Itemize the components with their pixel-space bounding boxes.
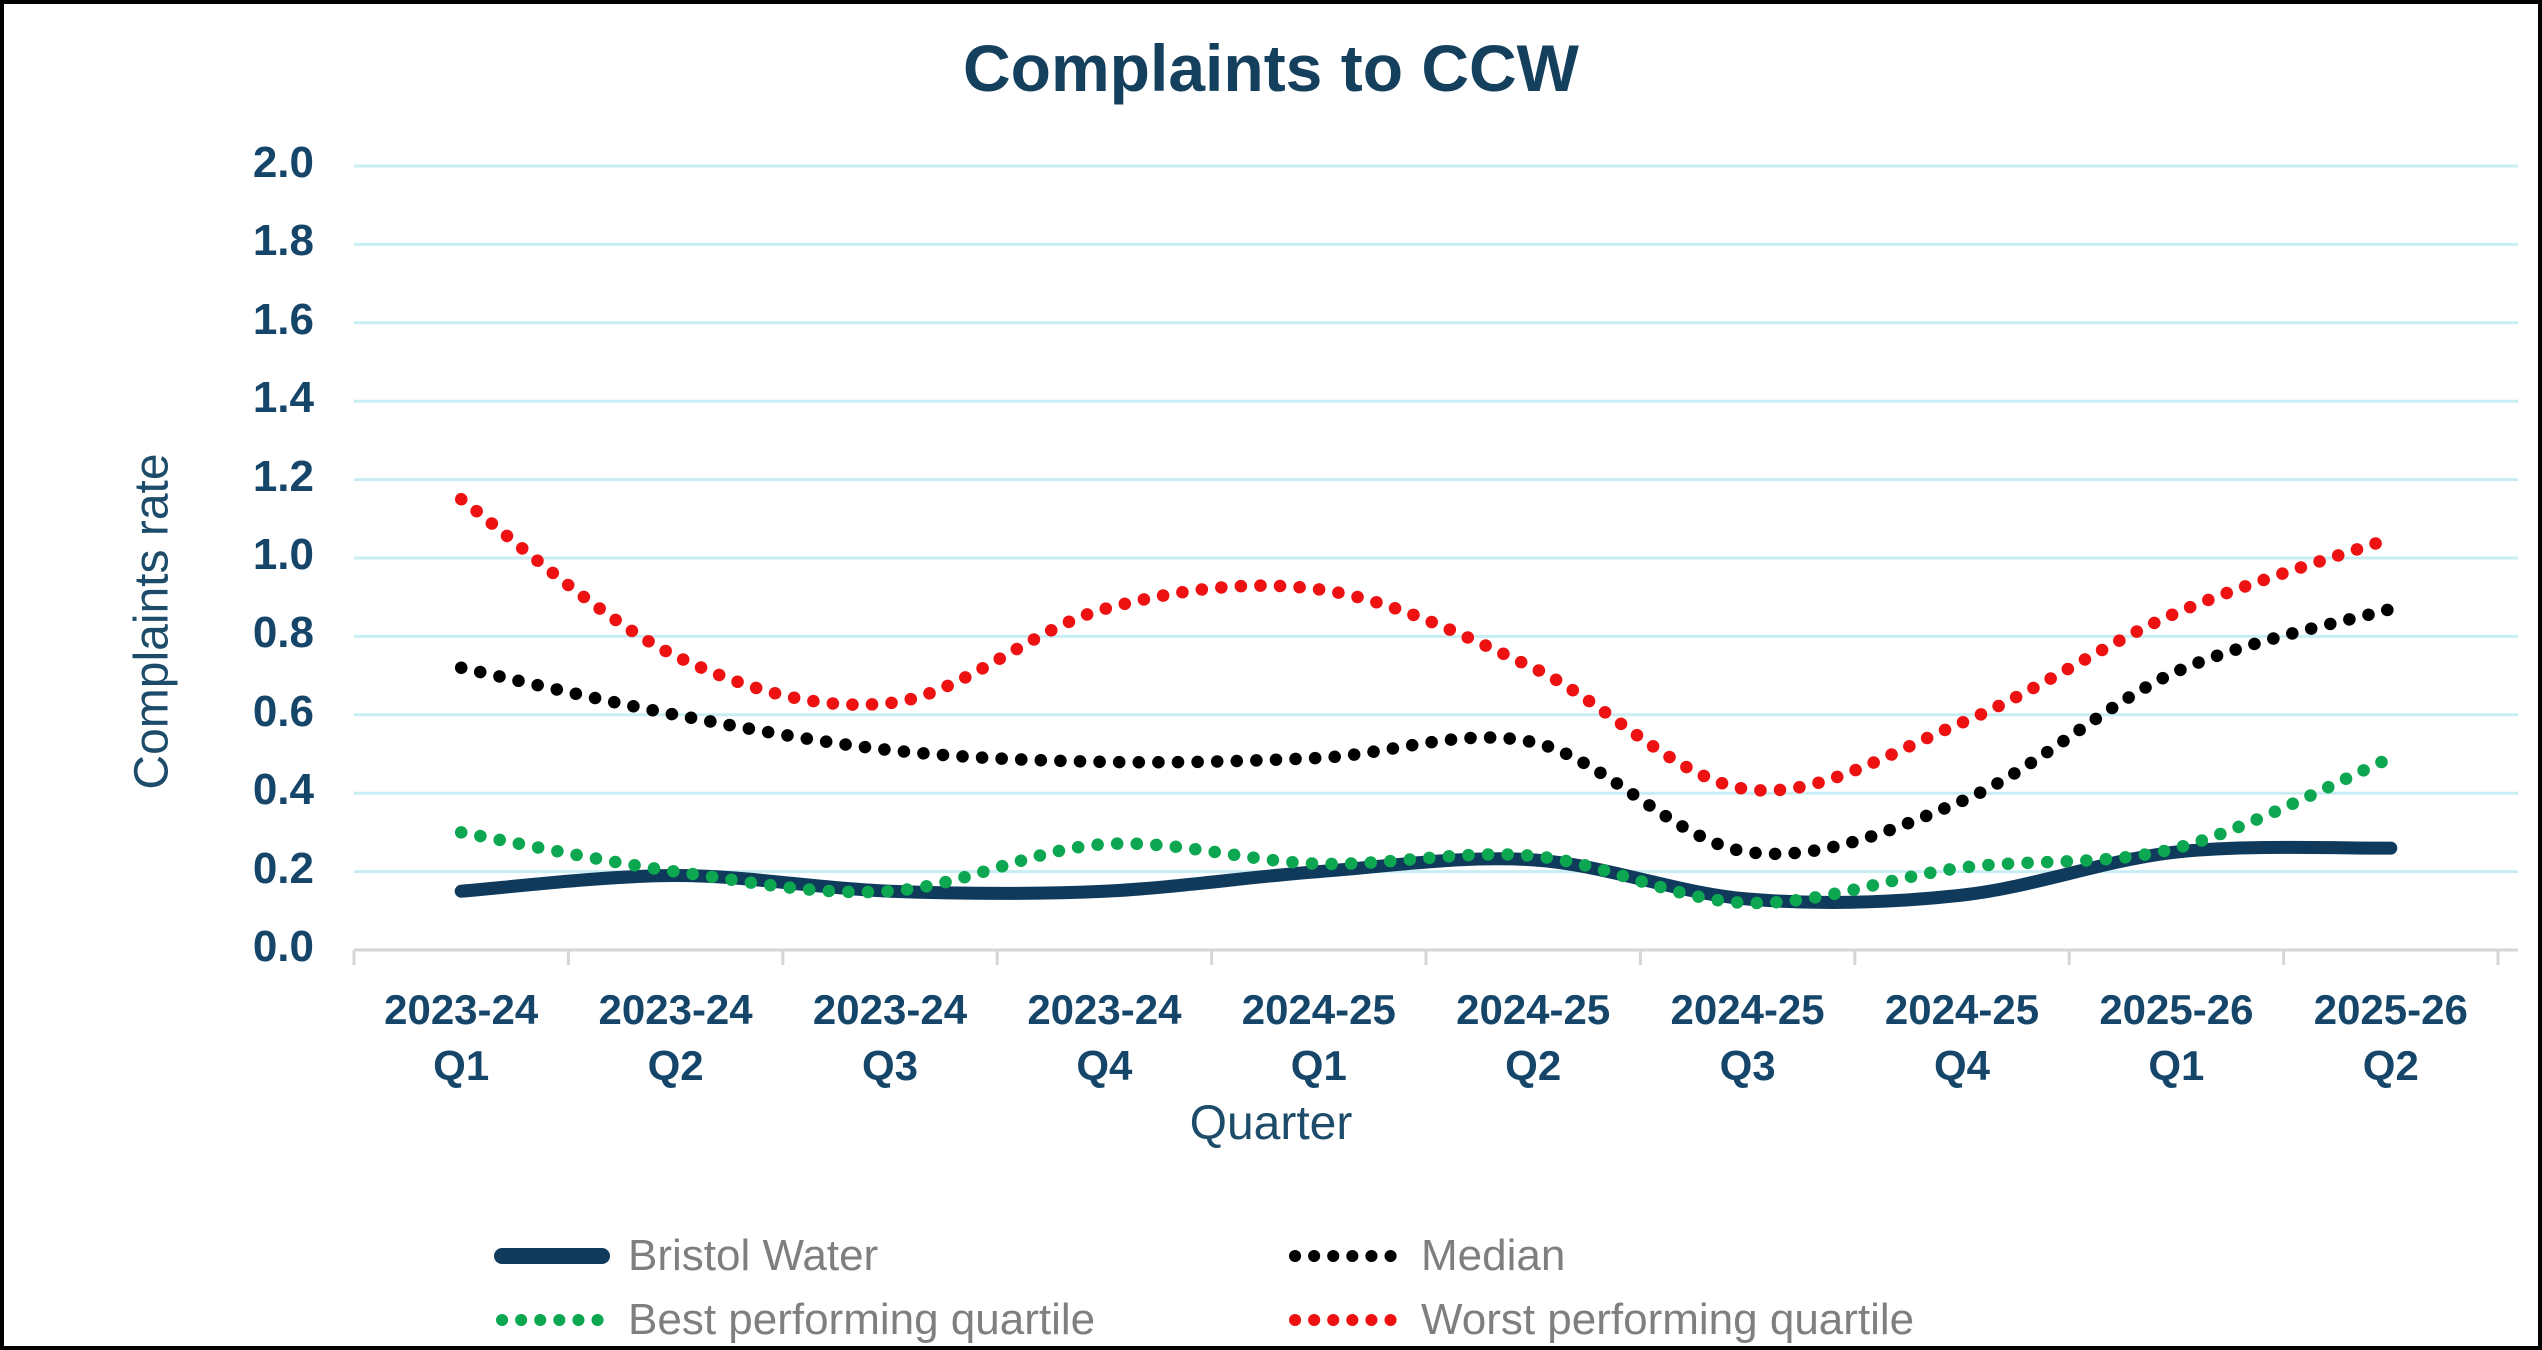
x-axis-title: Quarter [1189,1097,1353,1150]
x-tick-label: 2023-24 Q2 [568,982,784,1094]
y-tick-label: 0.8 [252,608,314,658]
y-tick-label: 0.6 [252,686,314,736]
legend-item-bristol-water: Bristol Water [494,1230,878,1282]
legend-label: Worst performing quartile [1421,1295,1915,1344]
x-tick-quarter: Q2 [2362,1042,2419,1089]
legend-label: Bristol Water [628,1231,879,1280]
series-line-worst-performing-quartile [454,492,2398,797]
y-tick-label: 0.0 [252,922,314,971]
x-tick-year: 2025-26 [2099,986,2254,1033]
y-tick-label: 0.2 [252,843,314,893]
y-tick-label: 2.0 [252,138,314,187]
series-lines [454,492,2398,910]
y-tick-label: 1.4 [252,373,314,423]
gridlines [354,164,2518,874]
x-tick-year: 2024-25 [1670,986,1825,1033]
x-tick-quarter: Q2 [1505,1042,1562,1089]
x-tick-year: 2024-25 [1884,986,2040,1033]
x-tick-year: 2024-25 [1456,986,1611,1033]
legend-dotted-line-swatch [496,1314,608,1326]
x-tick-quarter: Q4 [1076,1042,1133,1089]
x-tick-quarter: Q1 [1290,1042,1347,1089]
plot-area [352,164,2518,965]
x-tick-label: 2024-25 Q3 [1640,982,1856,1094]
y-tick-label: 1.0 [252,530,314,579]
x-tick-label: 2023-24 Q1 [353,982,569,1094]
x-tick-year: 2024-25 [1241,986,1396,1033]
legend-label: Best performing quartile [628,1295,1096,1344]
x-tick-label: 2023-24 Q4 [996,982,1212,1094]
series-line-median [454,602,2398,861]
x-tick-quarter: Q2 [647,1042,704,1089]
x-tick-label: 2024-25 Q4 [1854,982,2070,1094]
y-tick-label: 1.8 [252,216,314,266]
x-tick-year: 2023-24 [598,986,753,1033]
x-tick-label: 2023-24 Q3 [782,982,998,1094]
x-tick-label: 2024-25 Q2 [1425,982,1641,1094]
x-tick-year: 2023-24 [1027,986,1182,1033]
series-line-best-performing-quartile [454,751,2398,910]
x-tick-quarter: Q4 [1933,1042,1991,1089]
x-tick-label: 2024-25 Q1 [1211,982,1427,1094]
legend-dotted-line-swatch [1289,1314,1401,1326]
legend-item-best-performing-quartile: Best performing quartile [494,1294,1095,1346]
y-tick-label: 1.2 [252,451,314,501]
x-tick-label: 2025-26 Q2 [2283,982,2499,1094]
x-tick-year: 2023-24 [384,986,539,1033]
x-tick-year: 2023-24 [812,986,968,1033]
y-tick-label: 1.6 [252,294,314,344]
legend-dotted-line-swatch [1289,1250,1401,1262]
x-tick-quarter: Q1 [2148,1042,2205,1089]
y-tick-label: 0.4 [252,765,314,815]
x-tick-label: 2025-26 Q1 [2068,982,2284,1094]
legend-item-median: Median [1287,1230,1565,1282]
x-tick-quarter: Q3 [1719,1042,1776,1089]
legend-solid-line-swatch [494,1248,610,1264]
chart-title: Complaints to CCW [963,31,1579,105]
x-tick-quarter: Q3 [861,1042,919,1089]
x-tick-quarter: Q1 [433,1042,490,1089]
x-axis-line [352,948,2518,965]
legend-item-worst-performing-quartile: Worst performing quartile [1287,1294,1914,1346]
legend-label: Median [1421,1231,1566,1280]
x-tick-year: 2025-26 [2313,986,2468,1033]
